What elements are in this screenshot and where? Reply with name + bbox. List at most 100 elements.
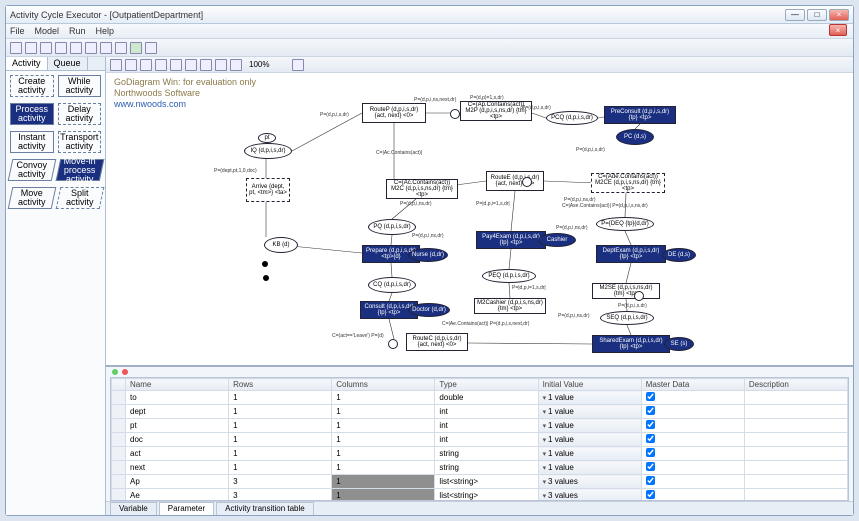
node-m2se[interactable]: M2SE (d,p,i,s,ns,dr) {tm} <tp> bbox=[592, 283, 660, 299]
watermark-line1: GoDiagram Win: for evaluation only bbox=[114, 77, 256, 88]
menu-file[interactable]: File bbox=[10, 26, 25, 36]
close-button[interactable]: × bbox=[829, 9, 849, 21]
node-kb[interactable]: KB (d) bbox=[264, 237, 298, 253]
redo-icon[interactable] bbox=[115, 42, 127, 54]
table-row[interactable]: Ae31list<string>3 values bbox=[112, 489, 848, 502]
table-row[interactable]: next11string1 value bbox=[112, 461, 848, 475]
node-arrive[interactable]: Arrive {dept, pt, <tm>} <ta> bbox=[246, 178, 290, 202]
node-peq[interactable]: PEQ (d,p,i,s,dr) bbox=[482, 269, 536, 283]
variables-grid[interactable]: NameRowsColumnsTypeInitial ValueMaster D… bbox=[110, 377, 849, 501]
node-routeE[interactable]: RouteE (d,p,i,s,dr) {act, next} <0> bbox=[486, 171, 544, 191]
node-pcq[interactable]: PCQ (d,p,i,s,dr) bbox=[546, 111, 598, 125]
node-anon[interactable] bbox=[634, 291, 644, 301]
node-seq[interactable]: SEQ (d,p,i,s,dr) bbox=[600, 311, 654, 325]
table-row[interactable]: pt11int1 value bbox=[112, 419, 848, 433]
palette-item[interactable]: Split activity bbox=[55, 187, 103, 209]
master-data-checkbox[interactable] bbox=[646, 392, 655, 401]
node-nurse[interactable]: Nurse (d,dr) bbox=[408, 248, 448, 262]
node-m2cashier[interactable]: M2Cashier (d,p,i,s,ns,dr) {tm} <tp> bbox=[474, 298, 546, 314]
select-icon[interactable] bbox=[125, 59, 137, 71]
edge-label: P=(d,p,i,s,dr) bbox=[522, 105, 551, 111]
node-m2c[interactable]: C=(Ac.Contains(act)) M2C (d,p,i,s,ns,dr)… bbox=[386, 179, 458, 199]
tab-parameter[interactable]: Parameter bbox=[159, 502, 214, 515]
node-deptexam[interactable]: DeptExam (d,p,i,s,dr) {tp} <tp> bbox=[596, 245, 666, 263]
edge-label: P=(d,p,i,s,dr) bbox=[576, 147, 605, 153]
master-data-checkbox[interactable] bbox=[646, 448, 655, 457]
node-preconsult[interactable]: PreConsult (d,p,i,s,dr) {tp} <tp> bbox=[604, 106, 676, 124]
open-icon[interactable] bbox=[25, 42, 37, 54]
copy-icon[interactable] bbox=[70, 42, 82, 54]
watermark-link[interactable]: www.nwoods.com bbox=[114, 99, 186, 109]
tab-activity-transition[interactable]: Activity transition table bbox=[216, 502, 314, 515]
table-row[interactable]: to11double1 value bbox=[112, 391, 848, 405]
menu-help[interactable]: Help bbox=[96, 26, 115, 36]
menu-run[interactable]: Run bbox=[69, 26, 86, 36]
new-icon[interactable] bbox=[10, 42, 22, 54]
palette-item[interactable]: While activity bbox=[58, 75, 102, 97]
tab-queue[interactable]: Queue bbox=[48, 57, 88, 70]
node-routeC[interactable]: RouteC (d,p,i,s,dr) {act, next} <0> bbox=[406, 333, 468, 351]
node-sharedexam[interactable]: SharedExam (d,p,i,s,dr) {tp} <tp> bbox=[592, 335, 670, 353]
edge-label: P=(d,p)=1,s,dr) bbox=[470, 95, 504, 101]
master-data-checkbox[interactable] bbox=[646, 434, 655, 443]
grid-icon[interactable] bbox=[140, 59, 152, 71]
paste-icon[interactable] bbox=[85, 42, 97, 54]
master-data-checkbox[interactable] bbox=[646, 420, 655, 429]
node-pq[interactable]: PQ (d,p,i,s,dr) bbox=[368, 219, 416, 235]
layout-icon[interactable] bbox=[170, 59, 182, 71]
add-row-icon[interactable] bbox=[112, 369, 118, 375]
find-icon[interactable] bbox=[200, 59, 212, 71]
node-anon[interactable] bbox=[522, 177, 532, 187]
align-icon[interactable] bbox=[155, 59, 167, 71]
table-row[interactable]: Ap31list<string>3 values bbox=[112, 475, 848, 489]
cut-icon[interactable] bbox=[55, 42, 67, 54]
node-doctor[interactable]: Doctor (d,dr) bbox=[408, 303, 450, 317]
palette-item[interactable]: Transport activity bbox=[58, 131, 102, 153]
node-m2ce[interactable]: C=(Ade.Contains(act)) M2CE (d,p,i,s,ns,d… bbox=[591, 173, 665, 193]
node-cq[interactable]: CQ (d,p,i,s,dr) bbox=[368, 277, 416, 293]
table-row[interactable]: act11string1 value bbox=[112, 447, 848, 461]
palette-item[interactable]: Process activity bbox=[10, 103, 54, 125]
node-routeP[interactable]: RouteP (d,p,i,s,dr) {act, next} <0> bbox=[362, 103, 426, 123]
pointer-icon[interactable] bbox=[110, 59, 122, 71]
palette-item[interactable]: Create activity bbox=[10, 75, 54, 97]
master-data-checkbox[interactable] bbox=[646, 476, 655, 485]
tab-activity[interactable]: Activity bbox=[6, 57, 48, 70]
run-icon[interactable] bbox=[130, 42, 142, 54]
palette-item[interactable]: Convoy activity bbox=[8, 159, 56, 181]
diagram-canvas[interactable]: GoDiagram Win: for evaluation only North… bbox=[106, 73, 853, 365]
zoomout-icon[interactable] bbox=[230, 59, 242, 71]
node-de[interactable]: DE (d,s) bbox=[662, 248, 696, 262]
node-se[interactable]: SE (s) bbox=[664, 337, 694, 351]
tab-variable[interactable]: Variable bbox=[110, 502, 157, 515]
master-data-checkbox[interactable] bbox=[646, 406, 655, 415]
zoomin-icon[interactable] bbox=[215, 59, 227, 71]
palette-item[interactable]: Move-in process activity bbox=[55, 159, 103, 181]
node-anon[interactable] bbox=[450, 109, 460, 119]
menu-model[interactable]: Model bbox=[35, 26, 60, 36]
node-iq[interactable]: IQ (d,p,i,s,dr) bbox=[244, 143, 292, 159]
palette-item[interactable]: Delay activity bbox=[58, 103, 102, 125]
node-pc[interactable]: PC (d,s) bbox=[616, 129, 654, 145]
palette-item[interactable]: Move activity bbox=[8, 187, 56, 209]
delete-row-icon[interactable] bbox=[122, 369, 128, 375]
palette-item[interactable]: Instant activity bbox=[10, 131, 54, 153]
maximize-button[interactable]: □ bbox=[807, 9, 827, 21]
node-pay4exam[interactable]: Pay4Exam (d,p,i,s,dr) {tp} <tp> bbox=[476, 231, 546, 249]
node-deq[interactable]: P={DEQ {tp}(d,dr) bbox=[596, 217, 654, 231]
table-row[interactable]: dept11int1 value bbox=[112, 405, 848, 419]
document-close-button[interactable]: × bbox=[829, 24, 847, 36]
master-data-checkbox[interactable] bbox=[646, 490, 655, 499]
master-data-checkbox[interactable] bbox=[646, 462, 655, 471]
table-row[interactable]: doc11int1 value bbox=[112, 433, 848, 447]
undo-icon[interactable] bbox=[100, 42, 112, 54]
node-m2p[interactable]: C=(Ap.Contains(act)) M2P (d,p,i,s,ns,dr)… bbox=[460, 101, 532, 121]
node-anon[interactable]: pt bbox=[258, 133, 276, 143]
stop-icon[interactable] bbox=[145, 42, 157, 54]
fit-icon[interactable] bbox=[292, 59, 304, 71]
save-icon[interactable] bbox=[40, 42, 52, 54]
node-anon[interactable] bbox=[388, 339, 398, 349]
group-icon[interactable] bbox=[185, 59, 197, 71]
minimize-button[interactable]: — bbox=[785, 9, 805, 21]
node-cashier[interactable]: Cashier bbox=[538, 233, 576, 247]
